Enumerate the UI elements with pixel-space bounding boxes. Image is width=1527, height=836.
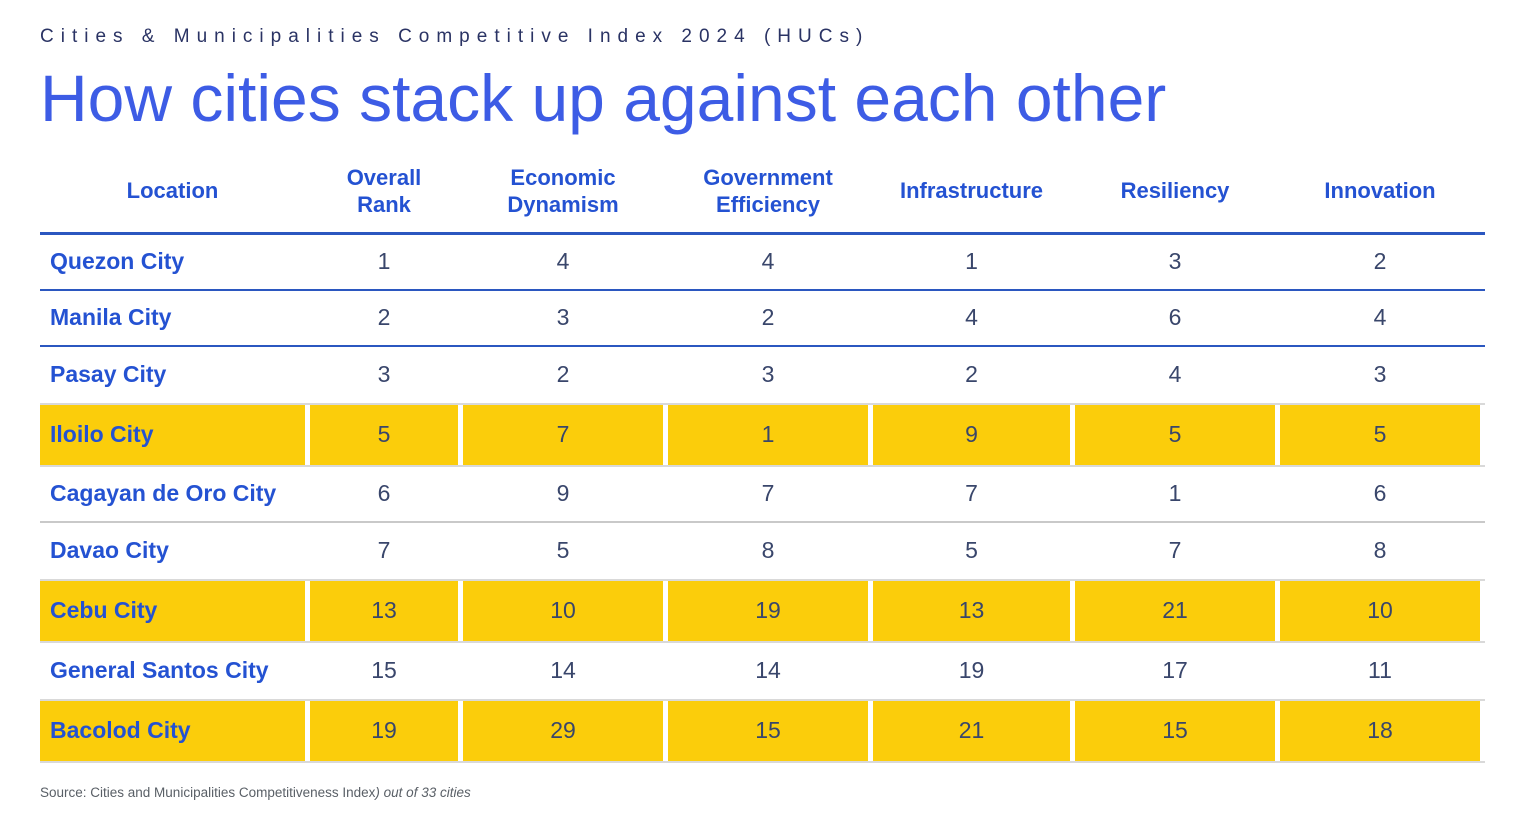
location-cell: General Santos City xyxy=(50,657,269,684)
rank-cell: 11 xyxy=(1368,657,1392,684)
source-text: Source: Cities and Municipalities Compet… xyxy=(40,784,376,800)
table-row-davao-city: Davao City 7 5 8 5 7 8 xyxy=(40,523,1485,579)
location-cell: Cagayan de Oro City xyxy=(50,480,277,507)
ranking-table: Location Overall Rank Economic Dynamism … xyxy=(40,157,1485,763)
table-row-cebu-city-highlighted: Cebu City 13 10 19 13 21 10 xyxy=(40,578,1485,643)
rank-cell: 2 xyxy=(1373,248,1387,275)
rank-cell: 6 xyxy=(1168,304,1182,331)
table-row-bacolod-city-highlighted: Bacolod City 19 29 15 21 15 18 xyxy=(40,698,1485,763)
table-header-row: Location Overall Rank Economic Dynamism … xyxy=(40,157,1485,235)
rank-cell: 5 xyxy=(1075,404,1275,465)
location-cell: Bacolod City xyxy=(40,700,305,761)
location-cell: Davao City xyxy=(50,537,169,564)
table-row-manila-city: Manila City 2 3 2 4 6 4 xyxy=(40,291,1485,347)
rank-cell: 10 xyxy=(1280,580,1480,641)
rank-cell: 2 xyxy=(556,361,570,388)
column-header-resiliency: Resiliency xyxy=(1120,178,1230,204)
rank-cell: 5 xyxy=(310,404,458,465)
rank-cell: 4 xyxy=(965,304,978,331)
rank-cell: 19 xyxy=(958,657,985,684)
rank-cell: 21 xyxy=(873,700,1070,761)
rank-cell: 3 xyxy=(1373,361,1387,388)
rank-cell: 3 xyxy=(761,361,775,388)
rank-cell: 15 xyxy=(1075,700,1275,761)
column-header-location: Location xyxy=(126,178,219,204)
rank-cell: 2 xyxy=(965,361,978,388)
rank-cell: 14 xyxy=(550,657,576,684)
column-header-innovation: Innovation xyxy=(1324,178,1436,204)
rank-cell: 13 xyxy=(873,580,1070,641)
location-cell: Iloilo City xyxy=(40,404,305,465)
rank-cell: 6 xyxy=(377,480,391,507)
rank-cell: 7 xyxy=(1168,537,1182,564)
rank-cell: 7 xyxy=(965,480,978,507)
rank-cell: 4 xyxy=(761,248,775,275)
table-row-pasay-city: Pasay City 3 2 3 2 4 3 xyxy=(40,347,1485,403)
rank-cell: 3 xyxy=(377,361,391,388)
source-note-italic: ) out of 33 cities xyxy=(375,784,471,800)
infographic-page: Cities & Municipalities Competitive Inde… xyxy=(40,26,1485,800)
table-row-cagayan-de-oro-city: Cagayan de Oro City 6 9 7 7 1 6 xyxy=(40,467,1485,523)
page-title: How cities stack up against each other xyxy=(40,61,1167,135)
kicker-label: Cities & Municipalities Competitive Inde… xyxy=(40,26,870,47)
table-row-quezon-city: Quezon City 1 4 4 1 3 2 xyxy=(40,235,1485,291)
rank-cell: 4 xyxy=(1373,304,1387,331)
rank-cell: 3 xyxy=(556,304,570,331)
rank-cell: 8 xyxy=(761,537,775,564)
rank-cell: 15 xyxy=(371,657,397,684)
rank-cell: 19 xyxy=(310,700,458,761)
column-header-economic-dynamism: Economic Dynamism xyxy=(507,164,619,218)
rank-cell: 4 xyxy=(556,248,570,275)
rank-cell: 15 xyxy=(668,700,868,761)
rank-cell: 14 xyxy=(755,657,781,684)
rank-cell: 17 xyxy=(1162,657,1188,684)
rank-cell: 5 xyxy=(965,537,978,564)
location-cell: Quezon City xyxy=(50,248,185,275)
location-cell: Cebu City xyxy=(40,580,305,641)
rank-cell: 2 xyxy=(761,304,775,331)
rank-cell: 7 xyxy=(463,404,663,465)
rank-cell: 29 xyxy=(463,700,663,761)
location-cell: Manila City xyxy=(50,304,172,331)
rank-cell: 1 xyxy=(965,248,978,275)
rank-cell: 13 xyxy=(310,580,458,641)
table-row-general-santos-city: General Santos City 15 14 14 19 17 11 xyxy=(40,643,1485,699)
table-row-iloilo-city-highlighted: Iloilo City 5 7 1 9 5 5 xyxy=(40,402,1485,467)
rank-cell: 5 xyxy=(1280,404,1480,465)
rank-cell: 6 xyxy=(1373,480,1387,507)
rank-cell: 7 xyxy=(377,537,391,564)
source-note: Source: Cities and Municipalities Compet… xyxy=(40,785,1485,800)
column-header-government-efficiency: Government Efficiency xyxy=(703,164,833,218)
rank-cell: 10 xyxy=(463,580,663,641)
rank-cell: 21 xyxy=(1075,580,1275,641)
rank-cell: 3 xyxy=(1168,248,1182,275)
rank-cell: 19 xyxy=(668,580,868,641)
rank-cell: 2 xyxy=(377,304,391,331)
rank-cell: 7 xyxy=(761,480,775,507)
rank-cell: 9 xyxy=(873,404,1070,465)
rank-cell: 1 xyxy=(1168,480,1182,507)
rank-cell: 1 xyxy=(668,404,868,465)
rank-cell: 8 xyxy=(1373,537,1387,564)
rank-cell: 18 xyxy=(1280,700,1480,761)
column-header-overall-rank: Overall Rank xyxy=(346,164,422,218)
rank-cell: 4 xyxy=(1168,361,1182,388)
rank-cell: 5 xyxy=(556,537,570,564)
column-header-infrastructure: Infrastructure xyxy=(899,178,1044,204)
rank-cell: 1 xyxy=(377,248,391,275)
location-cell: Pasay City xyxy=(50,361,167,388)
rank-cell: 9 xyxy=(556,480,570,507)
